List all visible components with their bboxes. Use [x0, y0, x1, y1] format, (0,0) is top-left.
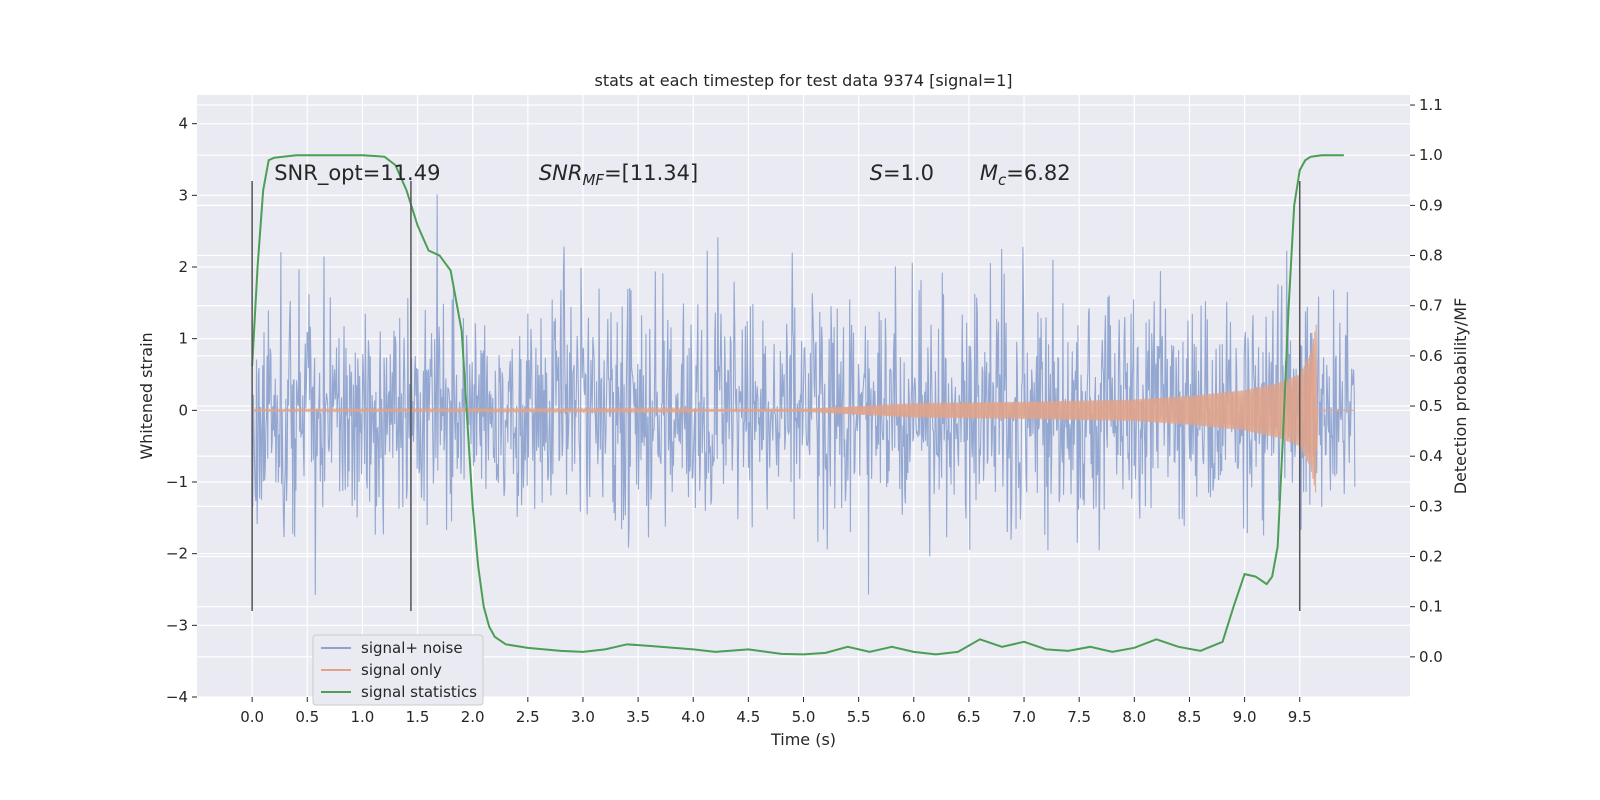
x-tick-label: 6.0 — [902, 708, 926, 726]
y-axis-label: Whitened strain — [137, 332, 156, 459]
x-tick-label: 7.5 — [1067, 708, 1091, 726]
y-tick-label: −3 — [166, 616, 188, 634]
y2-axis-label: Detection probability/MF — [1451, 298, 1470, 495]
vertical-markers — [251, 181, 1301, 611]
x-tick-label: 7.0 — [1012, 708, 1036, 726]
y2-tick-label: 0.4 — [1419, 447, 1443, 465]
series-signal-only — [251, 324, 1355, 493]
y-tick-label: −4 — [166, 688, 188, 706]
annotation: S=1.0 — [870, 161, 934, 185]
annotations: SNR_opt=11.49 SNRMF=[11.34] S=1.0 Mc=6.82 — [274, 161, 1070, 189]
y-axis-ticks: −4 −3 −2 −1 0 1 2 3 4 — [166, 115, 197, 706]
annotation: SNR_opt=11.49 — [274, 161, 440, 186]
x-tick-label: 5.5 — [847, 708, 871, 726]
y-tick-label: 4 — [178, 115, 188, 133]
y2-tick-label: 1.1 — [1419, 96, 1443, 114]
x-tick-label: 5.0 — [792, 708, 816, 726]
y2-tick-label: 1.0 — [1419, 146, 1443, 164]
x-tick-label: 1.0 — [350, 708, 374, 726]
series-signal-statistics — [251, 154, 1344, 656]
y-tick-label: 3 — [178, 186, 188, 204]
x-tick-label: 4.5 — [736, 708, 760, 726]
x-tick-label: 9.5 — [1288, 708, 1312, 726]
x-tick-label: 4.0 — [681, 708, 705, 726]
y2-tick-label: 0.2 — [1419, 548, 1443, 566]
y2-tick-label: 0.7 — [1419, 297, 1443, 315]
chart-title: stats at each timestep for test data 937… — [594, 71, 1012, 90]
y2-tick-label: 0.0 — [1419, 648, 1443, 666]
legend-entry: signal statistics — [361, 683, 477, 701]
x-tick-label: 1.5 — [406, 708, 430, 726]
annotation: Mc=6.82 — [980, 161, 1071, 189]
x-tick-label: 6.5 — [957, 708, 981, 726]
y2-tick-label: 0.5 — [1419, 397, 1443, 415]
legend-entry: signal+ noise — [361, 639, 463, 657]
x-tick-label: 0.5 — [295, 708, 319, 726]
y2-axis-ticks: 0.0 0.1 0.2 0.3 0.4 0.5 0.6 0.7 0.8 0.9 1.0 1.1 — [1410, 96, 1443, 666]
x-axis-label: Time (s) — [770, 730, 836, 749]
y2-tick-label: 0.8 — [1419, 247, 1443, 265]
y-tick-label: −1 — [166, 473, 188, 491]
y-tick-label: 0 — [178, 401, 188, 419]
x-tick-label: 2.0 — [461, 708, 485, 726]
y2-tick-label: 0.9 — [1419, 196, 1443, 214]
x-tick-label: 3.0 — [571, 708, 595, 726]
x-tick-label: 0.0 — [240, 708, 264, 726]
x-tick-label: 2.5 — [516, 708, 540, 726]
x-tick-label: 9.0 — [1233, 708, 1257, 726]
y2-tick-label: 0.6 — [1419, 347, 1443, 365]
legend: signal+ noise signal only signal statist… — [312, 634, 484, 706]
annotation: SNRMF=[11.34] — [539, 161, 698, 189]
series-layer — [251, 194, 1356, 595]
x-tick-label: 8.5 — [1178, 708, 1202, 726]
legend-box — [312, 634, 484, 706]
y-tick-label: 2 — [178, 258, 188, 276]
x-tick-label: 8.0 — [1122, 708, 1146, 726]
x-axis-ticks: 0.0 0.5 1.0 1.5 2.0 2.5 3.0 3.5 4.0 4.5 5.0 5.5 6.0 6… — [240, 697, 1312, 726]
y-tick-label: −2 — [166, 545, 188, 563]
y2-tick-label: 0.1 — [1419, 598, 1443, 616]
plot-content — [251, 154, 1356, 656]
y2-tick-label: 0.3 — [1419, 497, 1443, 515]
x-tick-label: 3.5 — [626, 708, 650, 726]
legend-entry: signal only — [361, 661, 442, 679]
y-tick-label: 1 — [178, 330, 188, 348]
